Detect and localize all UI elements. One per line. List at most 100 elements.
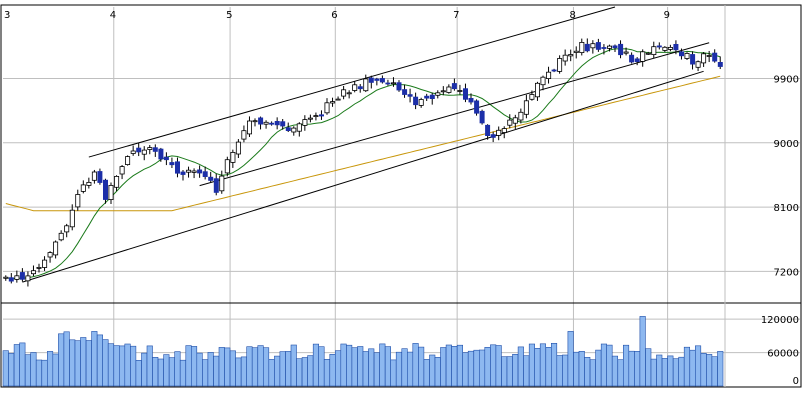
candle-down (690, 54, 696, 65)
candle-up (291, 127, 297, 133)
volume-bar (517, 346, 524, 387)
volume-bar (113, 345, 120, 387)
candle-up (91, 171, 97, 181)
candle-down (197, 169, 203, 174)
volume-bar (307, 355, 314, 387)
volume-bar (296, 358, 303, 387)
candle-down (318, 114, 324, 117)
candle-down (152, 147, 158, 152)
volume-bar (279, 351, 286, 387)
candle-up (335, 98, 341, 101)
candle-up (3, 276, 9, 279)
candle-down (97, 171, 103, 183)
volume-bar (440, 347, 447, 387)
x-axis-month-labels: 3 4 5 6 7 8 9 (4, 10, 670, 21)
candle-down (551, 69, 557, 72)
price-tick-label: 9000 (774, 139, 799, 150)
candle-down (407, 94, 413, 97)
volume-bar (645, 348, 652, 387)
volume-bar (235, 357, 242, 387)
candle-up (573, 50, 579, 53)
volume-bar (672, 358, 680, 387)
volume-bar (224, 347, 231, 387)
volume-bar (163, 354, 170, 387)
candle-down (213, 178, 219, 193)
volume-bar (196, 352, 203, 387)
candle-up (623, 51, 629, 54)
volume-bar (506, 356, 513, 387)
candle-down (374, 78, 380, 81)
volume-bar (179, 359, 186, 387)
volume-bar (556, 355, 563, 387)
price-tick-label: 7200 (774, 267, 799, 278)
candle-down (485, 124, 491, 137)
candle-up (47, 252, 53, 258)
volume-bar (478, 349, 486, 387)
candle-up (141, 149, 147, 155)
volume-bar (606, 344, 613, 387)
volume-bar (562, 354, 569, 387)
volume-bar (91, 331, 98, 387)
volume-bar (334, 350, 342, 387)
volume-bar (218, 347, 225, 387)
volume-bar (573, 351, 580, 387)
volume-bar (689, 349, 696, 387)
candle-down (618, 43, 624, 56)
candle-down (451, 83, 457, 90)
volume-bar (63, 331, 70, 387)
candle-up (535, 82, 541, 98)
candle-down (595, 42, 601, 50)
volume-bar (589, 359, 596, 387)
candle-down (208, 176, 214, 181)
volume-bar (340, 343, 347, 387)
candle-up (69, 209, 75, 228)
candle-up (341, 89, 347, 97)
candle-up (363, 78, 369, 92)
volume-bar (467, 350, 475, 387)
candle-up (662, 46, 668, 51)
volume-bar (451, 345, 458, 387)
candle-up (125, 156, 131, 166)
volume-bar (19, 342, 26, 387)
candle-down (379, 78, 385, 83)
volume-bar (545, 346, 552, 387)
candle-down (103, 179, 109, 200)
candle-up (224, 159, 230, 174)
candle-down (396, 82, 402, 91)
candle-up (507, 119, 513, 126)
volume-bar (528, 343, 536, 387)
volume-bar (611, 355, 619, 387)
volume-bar (401, 348, 408, 387)
volume-bar (41, 359, 48, 387)
candle-down (285, 127, 291, 131)
candle-down (402, 89, 408, 95)
volume-bar (700, 352, 707, 387)
candle-up (296, 123, 302, 132)
candle-up (147, 147, 153, 150)
volume-bar (262, 347, 270, 387)
candle-up (512, 117, 518, 124)
volume-bar (418, 346, 425, 387)
candle-up (390, 82, 396, 85)
candle-down (490, 134, 496, 138)
candle-down (385, 82, 391, 85)
volume-bar (96, 334, 103, 387)
volume-bar (656, 354, 663, 387)
y-axis-price-ticks: 9900 9000 8100 7200 (774, 74, 799, 278)
volume-bar (622, 344, 630, 387)
month-label: 9 (664, 10, 670, 21)
volume-bar (2, 350, 9, 387)
candle-up (80, 184, 86, 192)
candle-up (501, 128, 507, 133)
volume-bar (24, 354, 32, 387)
candle-up (324, 102, 330, 114)
candle-up (302, 119, 308, 126)
volume-bar (323, 358, 331, 387)
volume-bar (30, 352, 37, 387)
volume-bar (146, 345, 153, 387)
month-label: 6 (331, 10, 337, 21)
volume-bar (456, 344, 464, 387)
volume-bar (202, 359, 209, 387)
volume-tick-label: 120000 (761, 315, 799, 326)
candle-down (424, 95, 430, 99)
